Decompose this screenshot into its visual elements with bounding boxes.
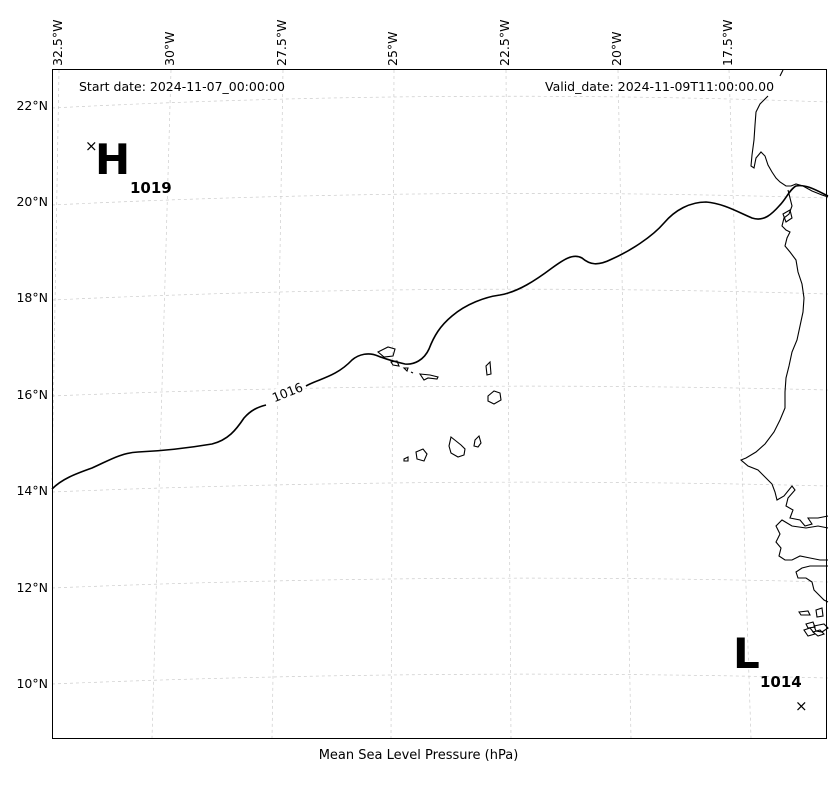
cape-verde-islands bbox=[377, 346, 502, 462]
lat-label: 10°N bbox=[16, 676, 48, 691]
lon-label: 17.5°W bbox=[720, 19, 735, 66]
start-date-label: Start date: 2024-11-07_00:00:00 bbox=[79, 79, 285, 94]
lat-label: 22°N bbox=[16, 98, 48, 113]
lon-label: 25°W bbox=[385, 31, 400, 66]
coastline bbox=[739, 69, 829, 637]
valid-date-label: Valid_date: 2024-11-09T11:00:00.00 bbox=[545, 79, 775, 94]
lon-label: 30°W bbox=[162, 31, 177, 66]
lon-label: 20°W bbox=[609, 31, 624, 66]
high-pressure-value: 1019 bbox=[130, 179, 172, 197]
lat-label: 16°N bbox=[16, 387, 48, 402]
lat-label: 14°N bbox=[16, 483, 48, 498]
lat-label: 20°N bbox=[16, 194, 48, 209]
lon-label: 27.5°W bbox=[274, 19, 289, 66]
high-pressure-symbol: H bbox=[95, 135, 131, 184]
low-pressure-value: 1014 bbox=[760, 673, 802, 691]
low-pressure-symbol: L bbox=[733, 629, 760, 678]
low-center-marker: × bbox=[795, 697, 808, 715]
high-center-marker: × bbox=[85, 137, 98, 155]
lon-label: 22.5°W bbox=[497, 19, 512, 66]
graticule bbox=[51, 69, 829, 739]
lat-label: 12°N bbox=[16, 580, 48, 595]
plot-frame bbox=[52, 69, 827, 739]
isobar-1016 bbox=[51, 184, 829, 490]
lat-label: 18°N bbox=[16, 290, 48, 305]
lon-label: 32.5°W bbox=[50, 19, 65, 66]
map-caption: Mean Sea Level Pressure (hPa) bbox=[318, 748, 519, 763]
